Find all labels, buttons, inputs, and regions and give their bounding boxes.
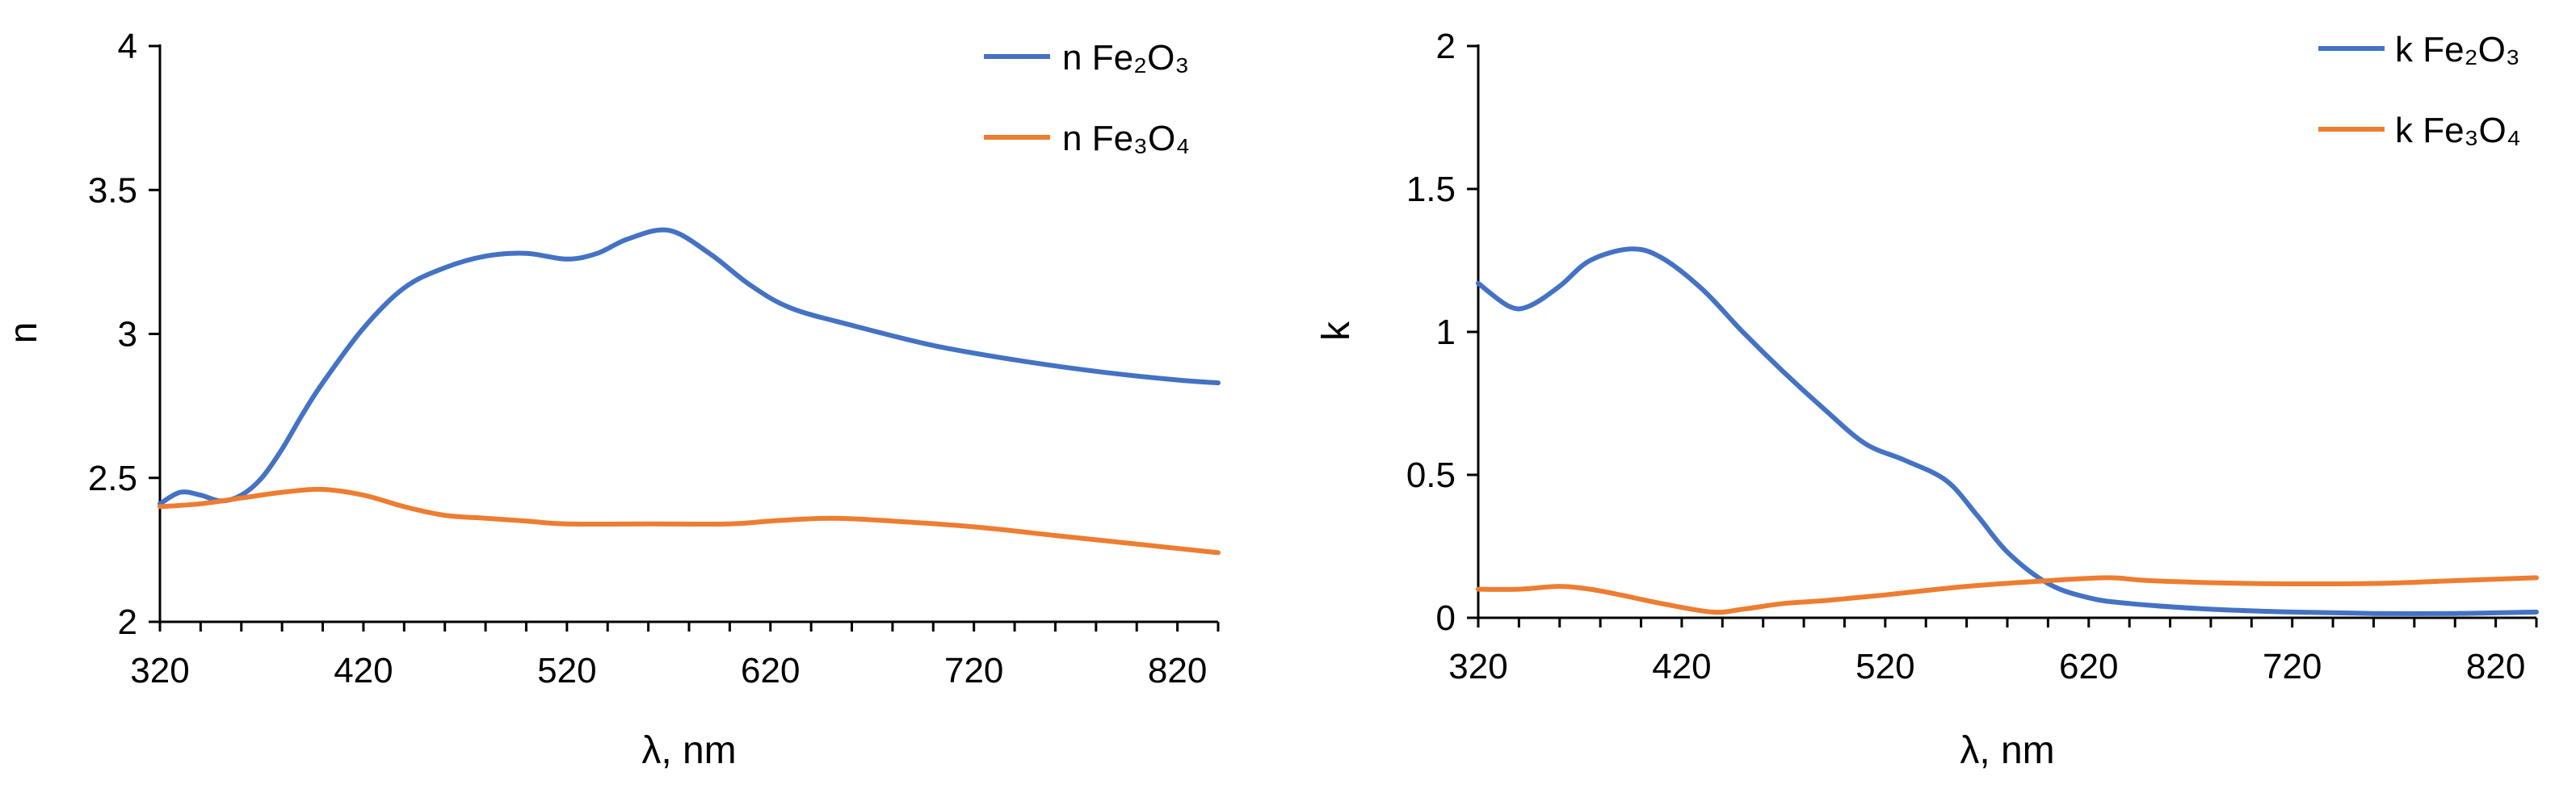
n-x-tick-label: 720	[944, 651, 1003, 690]
k-series-fe3o4-line	[1476, 575, 2539, 615]
k-x-tick-label: 420	[1652, 647, 1711, 686]
n-chart: 2 2.5 3 3.5 4 320 420 520 620 720 820 λ, nm n n F…	[2, 27, 1221, 772]
k-y-tick-label: 0	[1436, 598, 1456, 638]
k-y-tick-label: 1	[1436, 313, 1456, 352]
n-series-fe3o4-line	[158, 486, 1221, 556]
k-chart: 0 0.5 1 1.5 2 320 420 520 620 720 820 λ, nm k k F…	[1315, 27, 2539, 772]
n-x-tick-label: 320	[130, 651, 189, 690]
k-chart-y-label: k	[1315, 321, 1358, 341]
k-series-fe2o3-line	[1476, 246, 2539, 616]
n-y-tick-label: 4	[118, 27, 137, 66]
k-x-tick-label: 620	[2059, 647, 2118, 686]
n-y-tick-label: 2	[118, 602, 137, 642]
n-series-fe2o3-line	[158, 227, 1221, 506]
n-chart-legend: n Fe₂O₃ n Fe₃O₄	[984, 38, 1190, 158]
legend-label-n-fe3o4: n Fe₃O₄	[1062, 119, 1190, 158]
legend-label-n-fe2o3: n Fe₂O₃	[1062, 38, 1189, 78]
n-x-tick-label: 820	[1148, 651, 1207, 690]
k-x-tick-label: 520	[1855, 647, 1914, 686]
n-x-tick-label: 620	[741, 651, 800, 690]
k-y-tick-label: 2	[1436, 27, 1456, 66]
n-y-tick-label: 2.5	[88, 459, 137, 498]
k-chart-legend: k Fe₂O₃ k Fe₃O₄	[2318, 30, 2521, 150]
n-x-tick-label: 520	[537, 651, 596, 690]
k-chart-x-label: λ, nm	[1960, 729, 2054, 772]
n-x-tick-label: 420	[334, 651, 393, 690]
k-x-tick-label: 320	[1448, 647, 1507, 686]
k-x-tick-label: 720	[2263, 647, 2322, 686]
n-y-tick-label: 3.5	[88, 170, 137, 210]
legend-label-k-fe2o3: k Fe₂O₃	[2395, 30, 2520, 69]
k-y-tick-label: 1.5	[1406, 170, 1456, 209]
k-x-tick-label: 820	[2466, 647, 2525, 686]
n-chart-x-label: λ, nm	[641, 729, 736, 772]
k-y-tick-label: 0.5	[1406, 455, 1456, 495]
n-chart-y-label: n	[2, 322, 45, 344]
legend-label-k-fe3o4: k Fe₃O₄	[2395, 111, 2521, 150]
n-y-tick-label: 3	[118, 315, 137, 355]
